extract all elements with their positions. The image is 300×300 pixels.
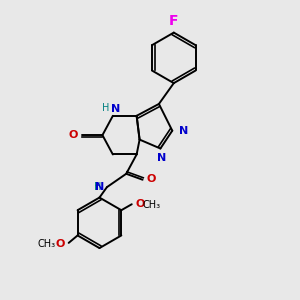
Text: N: N bbox=[179, 126, 188, 136]
Text: N: N bbox=[95, 182, 104, 192]
Text: CH₃: CH₃ bbox=[143, 200, 161, 210]
Text: N: N bbox=[157, 153, 167, 163]
Text: F: F bbox=[169, 14, 178, 28]
Text: O: O bbox=[135, 199, 145, 208]
Text: O: O bbox=[146, 174, 156, 184]
Text: O: O bbox=[55, 239, 64, 249]
Text: H: H bbox=[94, 182, 102, 192]
Text: N: N bbox=[111, 104, 121, 114]
Text: H: H bbox=[102, 103, 109, 113]
Text: CH₃: CH₃ bbox=[37, 239, 55, 249]
Text: O: O bbox=[68, 130, 78, 140]
